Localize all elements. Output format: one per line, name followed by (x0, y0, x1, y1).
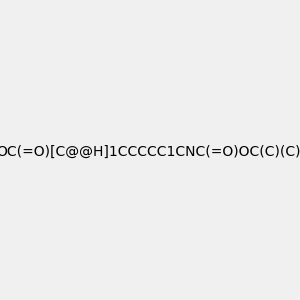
Text: OC(=O)[C@@H]1CCCCC1CNC(=O)OC(C)(C)C: OC(=O)[C@@H]1CCCCC1CNC(=O)OC(C)(C)C (0, 145, 300, 158)
